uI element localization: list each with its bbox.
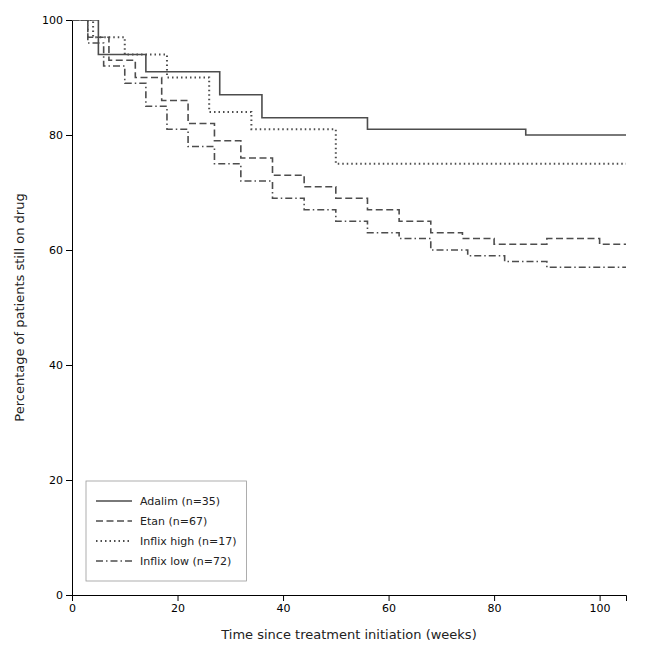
legend-swatch (96, 540, 132, 542)
tick-mark (66, 365, 72, 366)
tick: 40 (49, 359, 72, 372)
tick: 80 (49, 129, 72, 142)
series-line (72, 20, 626, 164)
tick: 80 (488, 595, 502, 615)
tick-label: 100 (590, 602, 611, 615)
lines (72, 20, 626, 267)
tick-mark (66, 480, 72, 481)
tick: 100 (590, 595, 611, 615)
tick-label: 0 (56, 589, 63, 602)
legend-label: Etan (n=67) (140, 515, 207, 528)
legend-label: Inflix high (n=17) (140, 535, 236, 548)
tick-label: 60 (382, 602, 396, 615)
tick-mark (494, 595, 495, 601)
legend-swatch (96, 520, 132, 522)
y-axis-title: Percentage of patients still on drug (12, 193, 27, 421)
tick-mark (389, 595, 390, 601)
legend-label: Adalim (n=35) (140, 495, 220, 508)
tick-mark (178, 595, 179, 601)
tick-mark (66, 20, 72, 21)
tick: 0 (69, 595, 76, 615)
tick-label: 100 (42, 14, 63, 27)
x-axis: 0 20 40 60 80 100 (69, 595, 627, 615)
tick-mark (66, 250, 72, 251)
tick-label: 60 (49, 244, 63, 257)
tick-mark (600, 595, 601, 601)
legend-label: Inflix low (n=72) (140, 555, 231, 568)
tick: 0 (56, 589, 72, 602)
tick: 40 (277, 595, 291, 615)
series-line (72, 20, 626, 244)
tick-mark (66, 595, 72, 596)
tick-mark (66, 135, 72, 136)
tick-label: 40 (49, 359, 63, 372)
y-axis: 0 20 40 60 80 100 (42, 14, 73, 602)
legend-swatch (96, 500, 132, 502)
series-line (72, 20, 626, 267)
tick-label: 80 (49, 129, 63, 142)
tick: 20 (171, 595, 185, 615)
axis-line (66, 21, 73, 596)
tick-label: 80 (488, 602, 502, 615)
x-axis-title: Time since treatment initiation (weeks) (220, 627, 476, 642)
legend: Adalim (n=35) Etan (n=67) Inflix high (n=1… (86, 481, 246, 581)
tick: 60 (382, 595, 396, 615)
tick-label: 20 (49, 474, 63, 487)
tick-label: 0 (69, 602, 76, 615)
chart: 0 20 40 60 80 100 0 20 40 60 80 100 Time since treat… (0, 0, 650, 655)
tick: 60 (49, 244, 72, 257)
tick-mark (283, 595, 284, 601)
axis-line (73, 596, 627, 602)
tick-label: 40 (277, 602, 291, 615)
tick: 20 (49, 474, 72, 487)
legend-frame (86, 481, 246, 581)
plot: 0 20 40 60 80 100 0 20 40 60 80 100 Time since treat… (12, 14, 627, 642)
tick: 100 (42, 14, 72, 27)
legend-swatch (96, 560, 132, 562)
tick-label: 20 (171, 602, 185, 615)
